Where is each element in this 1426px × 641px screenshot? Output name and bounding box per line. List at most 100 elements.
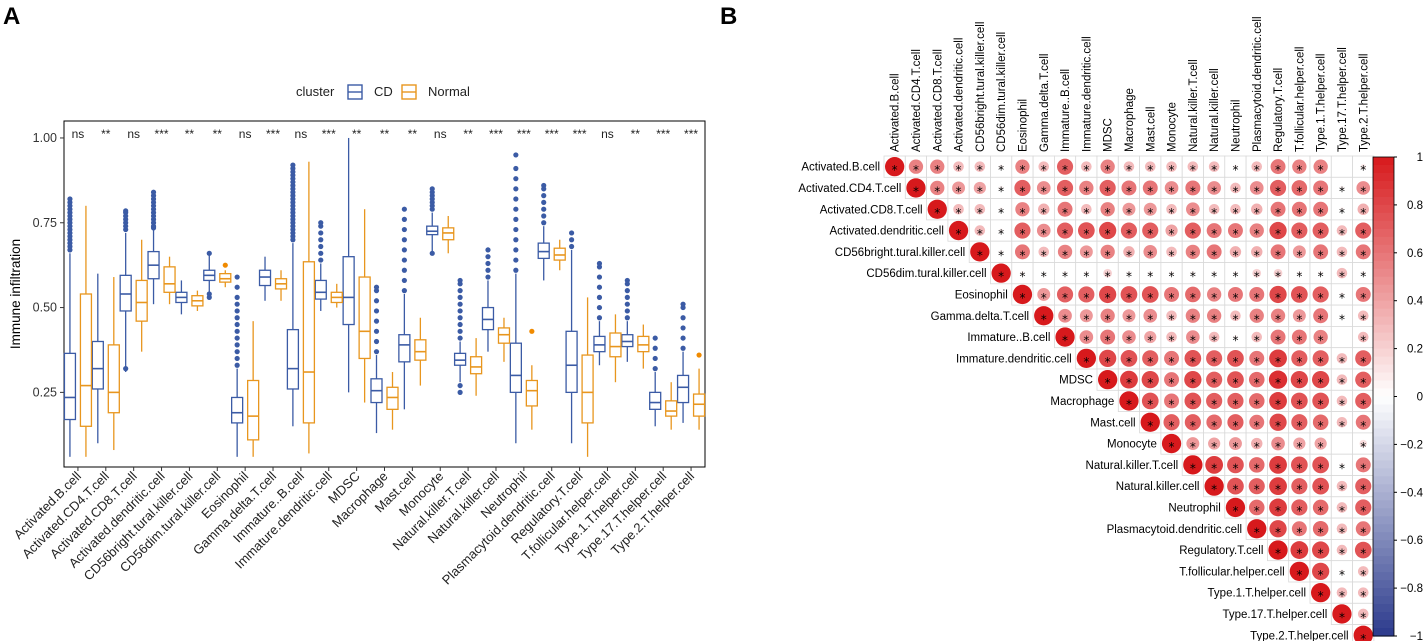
correlation-circle	[1038, 161, 1050, 172]
significance-star: *	[1275, 206, 1281, 220]
correlation-circle	[1269, 498, 1287, 517]
correlation-circle	[1143, 308, 1158, 323]
significance-star: *	[1147, 376, 1153, 390]
column-label: Activated.dendritic.cell	[954, 38, 966, 152]
significance-star: *	[1169, 206, 1175, 220]
correlation-circle	[1248, 393, 1265, 409]
correlation-circle	[1187, 161, 1199, 172]
correlation-circle	[974, 161, 986, 172]
colorbar-segment	[1373, 500, 1394, 509]
significance-star: *	[1232, 227, 1238, 241]
significance-label: **	[185, 127, 195, 141]
correlation-circle	[1057, 244, 1073, 260]
significance-star: *	[1275, 248, 1281, 262]
correlation-circle	[1340, 314, 1344, 318]
correlation-circle	[1014, 222, 1031, 239]
correlation-circle	[1269, 179, 1287, 197]
outlier-point	[234, 301, 240, 307]
significance-star: *	[1254, 504, 1260, 518]
row-label: Natural.killer.T.cell	[1086, 460, 1179, 472]
outlier-point	[318, 230, 324, 236]
correlation-circle	[1270, 244, 1286, 260]
colorbar-segment	[1373, 364, 1394, 374]
significance-star: *	[1318, 291, 1324, 305]
outlier-point	[696, 352, 702, 358]
significance-star: *	[1232, 312, 1238, 326]
significance-label: **	[213, 127, 223, 141]
significance-label: ***	[545, 127, 559, 141]
significance-star: *	[1318, 397, 1324, 411]
colorbar-segment	[1373, 452, 1394, 461]
correlation-circle	[1270, 308, 1286, 323]
significance-star: *	[1360, 248, 1366, 262]
correlation-circle	[1249, 350, 1265, 366]
significance-star: *	[1339, 483, 1345, 497]
correlation-circle	[1225, 497, 1246, 518]
correlation-circle	[1355, 350, 1372, 367]
correlation-circle	[1291, 329, 1307, 345]
correlation-circle	[1269, 392, 1287, 410]
colorbar-tick-label: 0.2	[1407, 344, 1423, 356]
correlation-circle	[1079, 245, 1093, 259]
correlation-circle	[1289, 561, 1309, 581]
significance-star: *	[956, 163, 962, 177]
significance-star: *	[1019, 291, 1025, 305]
significance-star: *	[977, 184, 983, 198]
correlation-circle	[930, 180, 945, 196]
correlation-circle	[1271, 436, 1285, 451]
colorbar-segment	[1373, 180, 1394, 190]
correlation-circle	[1144, 161, 1156, 172]
colorbar-segment	[1373, 468, 1394, 477]
colorbar-tick-label: −0.4	[1400, 487, 1423, 499]
correlation-circle	[1166, 161, 1177, 172]
boxes	[63, 137, 706, 457]
correlation-circle	[974, 225, 986, 236]
panel-b-letter: B	[720, 3, 737, 30]
correlation-circle	[1311, 583, 1331, 603]
correlation-circle	[1336, 353, 1348, 364]
correlation-circle	[908, 159, 924, 174]
row-label: Macrophage	[1050, 396, 1114, 408]
significance-star: *	[1318, 163, 1324, 177]
significance-star: *	[1041, 227, 1047, 241]
row-label: Immature.dendritic.cell	[956, 353, 1072, 365]
correlation-circle	[1355, 478, 1372, 495]
significance-star: *	[1339, 227, 1345, 241]
correlation-circle	[1143, 202, 1157, 216]
column-label: Macrophage	[1124, 88, 1136, 152]
legend-label-cd: CD	[374, 84, 393, 99]
colorbar-segment	[1373, 436, 1394, 445]
significance-star: *	[1062, 248, 1068, 262]
significance-star: *	[1232, 504, 1238, 518]
outlier-point	[485, 267, 491, 273]
significance-star: *	[1318, 419, 1324, 433]
outlier-point	[457, 389, 463, 395]
correlation-circle	[1036, 181, 1051, 195]
colorbar-segment	[1373, 292, 1394, 302]
correlation-circle	[1357, 608, 1369, 620]
correlation-circle	[1228, 437, 1242, 451]
correlation-circle	[1248, 457, 1265, 473]
significance-star: *	[1211, 334, 1217, 348]
significance-star: *	[1360, 312, 1366, 326]
significance-star: *	[1147, 184, 1153, 198]
significance-star: *	[1318, 376, 1324, 390]
significance-star: *	[1275, 291, 1281, 305]
correlation-circle	[1144, 330, 1157, 344]
box-normal	[163, 266, 176, 293]
correlation-circle	[1336, 480, 1348, 492]
significance-star: *	[1360, 376, 1366, 390]
significance-star: *	[1254, 461, 1260, 475]
significance-star: *	[1147, 291, 1153, 305]
correlation-circle	[1336, 374, 1348, 385]
significance-star: *	[1254, 163, 1260, 177]
outlier-point	[513, 152, 519, 158]
outlier-point	[513, 237, 519, 243]
significance-star: *	[1232, 291, 1238, 305]
significance-star: *	[1147, 270, 1153, 284]
box-normal	[219, 272, 232, 283]
outlier-point	[457, 294, 463, 300]
outlier-point	[234, 308, 240, 314]
significance-star: *	[1190, 440, 1196, 454]
grid-cell	[1330, 325, 1354, 349]
